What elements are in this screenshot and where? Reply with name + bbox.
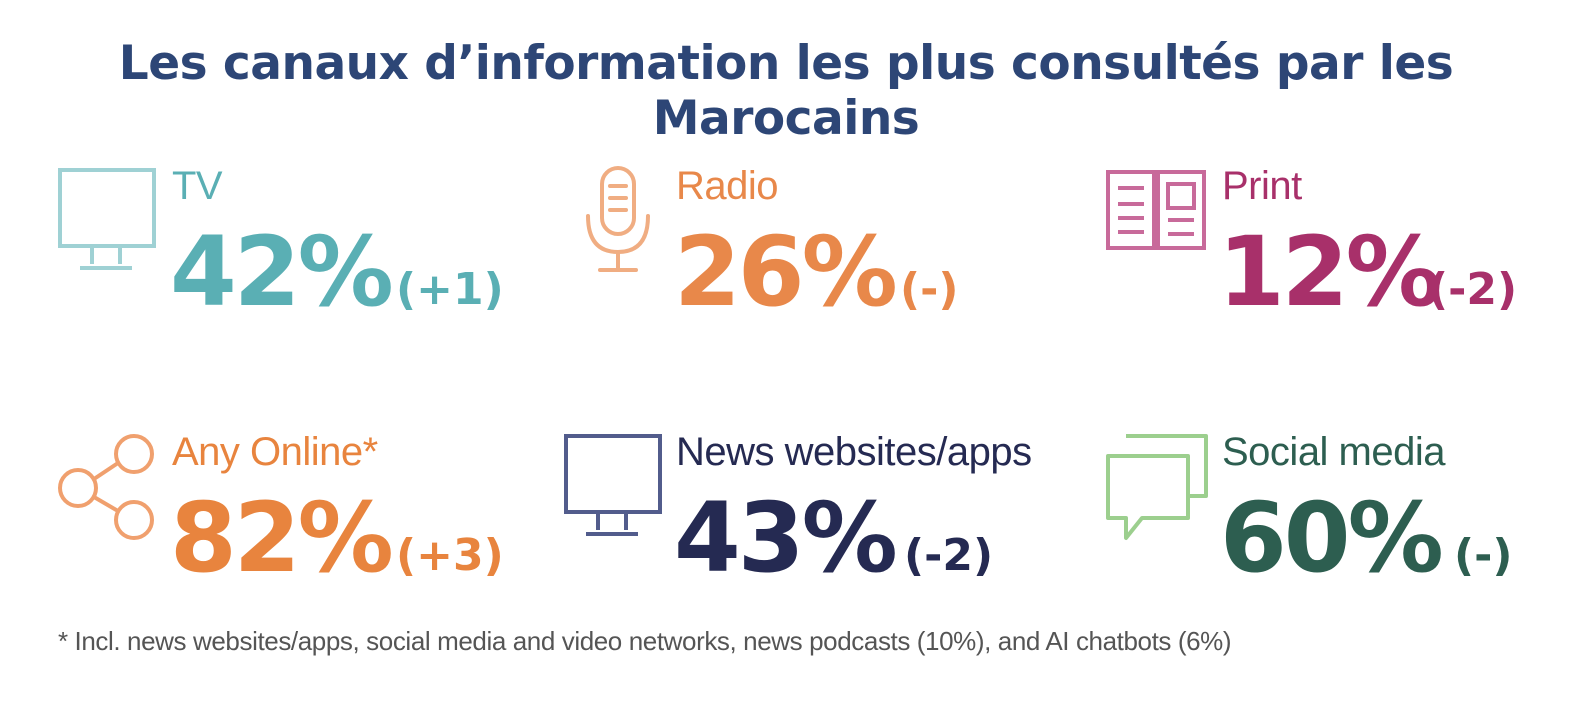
stat-change-social-media: (-) — [1454, 530, 1513, 581]
chart-title: Les canaux d’information les plus consul… — [118, 36, 1454, 146]
stat-change-print: (-2) — [1428, 264, 1518, 315]
stat-label-any-online: Any Online* — [172, 430, 378, 474]
stat-change-radio: (-) — [900, 264, 959, 315]
stat-value-news-websites: 43% — [674, 482, 898, 594]
stat-value-radio: 26% — [674, 216, 898, 328]
stat-label-tv: TV — [172, 164, 223, 208]
stat-change-news-websites: (-2) — [904, 530, 994, 581]
monitor-icon — [564, 434, 662, 536]
newspaper-icon — [1106, 170, 1206, 250]
tv-icon — [58, 168, 156, 270]
stat-label-social-media: Social media — [1222, 430, 1446, 474]
microphone-icon — [586, 166, 650, 272]
footnote: * Incl. news websites/apps, social media… — [58, 626, 1232, 656]
share-icon — [58, 434, 154, 540]
chat-bubbles-icon — [1106, 434, 1208, 540]
stat-label-print: Print — [1222, 164, 1302, 208]
stat-value-tv: 42% — [170, 216, 394, 328]
stat-label-radio: Radio — [676, 164, 779, 208]
stat-change-tv: (+1) — [396, 264, 504, 315]
stat-value-any-online: 82% — [170, 482, 394, 594]
stat-value-social-media: 60% — [1220, 482, 1444, 594]
stat-label-news-websites: News websites/apps — [676, 430, 1032, 474]
stat-change-any-online: (+3) — [396, 530, 504, 581]
stat-value-print: 12% — [1218, 216, 1442, 328]
